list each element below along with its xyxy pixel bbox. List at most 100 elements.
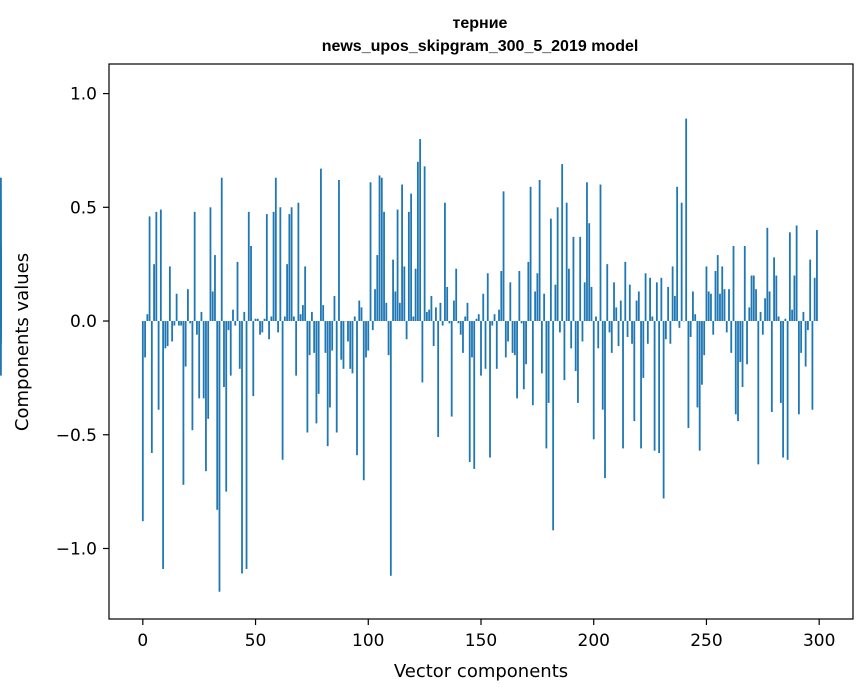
bar (766, 227, 769, 322)
bar (613, 282, 615, 322)
bar (419, 139, 422, 322)
bar (428, 309, 431, 322)
bar (150, 321, 153, 453)
bar (516, 321, 518, 399)
bar (813, 277, 816, 322)
bar (568, 268, 570, 322)
bar (719, 293, 721, 322)
bar (407, 211, 410, 322)
bar (146, 314, 149, 322)
x-tick-label: 100 (352, 631, 384, 651)
bar (250, 245, 252, 322)
bar (673, 296, 676, 322)
x-axis-label: Vector components (394, 661, 568, 682)
y-tick-label: 0.5 (70, 198, 97, 218)
bar (583, 282, 586, 322)
bar (320, 168, 322, 322)
bar (599, 184, 602, 322)
bar (157, 321, 160, 410)
bar (153, 264, 155, 322)
bar (331, 321, 334, 351)
bar (486, 273, 489, 322)
bar (308, 321, 311, 356)
bar (209, 207, 212, 322)
bar (387, 321, 390, 356)
bar (624, 261, 627, 322)
bar (628, 284, 631, 322)
bar (626, 321, 629, 337)
bar (425, 311, 428, 322)
bar (304, 266, 307, 322)
bar (498, 309, 500, 322)
bar (326, 321, 329, 447)
bar (563, 321, 566, 381)
bar (592, 321, 595, 440)
bar (245, 321, 248, 569)
bar (757, 321, 760, 465)
bar (254, 318, 257, 322)
bar (518, 270, 521, 322)
bar (475, 318, 478, 322)
bar (761, 321, 764, 335)
bar (586, 182, 588, 322)
bar (432, 321, 435, 347)
bar (180, 321, 183, 326)
bar (714, 270, 717, 322)
bar (196, 321, 198, 335)
bar (536, 273, 539, 322)
bar (504, 321, 507, 358)
bar (640, 321, 642, 449)
bar (187, 289, 189, 322)
bar (698, 321, 701, 451)
bar (162, 321, 165, 569)
bar (477, 314, 480, 322)
bar (211, 291, 214, 322)
bar (707, 291, 710, 322)
bar (590, 286, 593, 322)
bar (171, 321, 174, 342)
bar (374, 289, 376, 322)
bar (601, 321, 604, 410)
bar (788, 232, 791, 322)
bar (793, 275, 796, 322)
bar (252, 321, 255, 397)
bar (473, 321, 476, 469)
bar (764, 298, 766, 322)
bar (444, 202, 446, 322)
bar (416, 161, 419, 322)
bar (608, 321, 611, 333)
x-tick-label: 150 (465, 631, 497, 651)
bar (556, 207, 559, 322)
bar (288, 214, 291, 322)
bar (392, 259, 394, 322)
bar (545, 321, 548, 449)
bar (653, 321, 656, 451)
bar (168, 266, 171, 322)
bar (455, 268, 458, 322)
bar (565, 202, 568, 322)
bar (437, 321, 440, 438)
bar (347, 321, 349, 342)
bar (243, 311, 246, 322)
bar (283, 316, 286, 322)
bar (581, 321, 584, 342)
bar (658, 321, 661, 453)
bar (313, 321, 316, 353)
bar (214, 255, 216, 322)
bar (322, 305, 325, 322)
bar (547, 321, 550, 403)
bar (622, 321, 624, 449)
bar (349, 321, 352, 369)
bar (696, 321, 699, 408)
bar (376, 255, 379, 322)
bar (464, 316, 467, 322)
bar (570, 321, 573, 349)
bar (324, 321, 327, 353)
bar (588, 223, 591, 322)
bar (750, 275, 753, 322)
bar (802, 311, 805, 322)
bar (631, 321, 633, 344)
bar (529, 186, 532, 322)
bar (520, 321, 523, 324)
x-tick-label: 50 (245, 631, 267, 651)
